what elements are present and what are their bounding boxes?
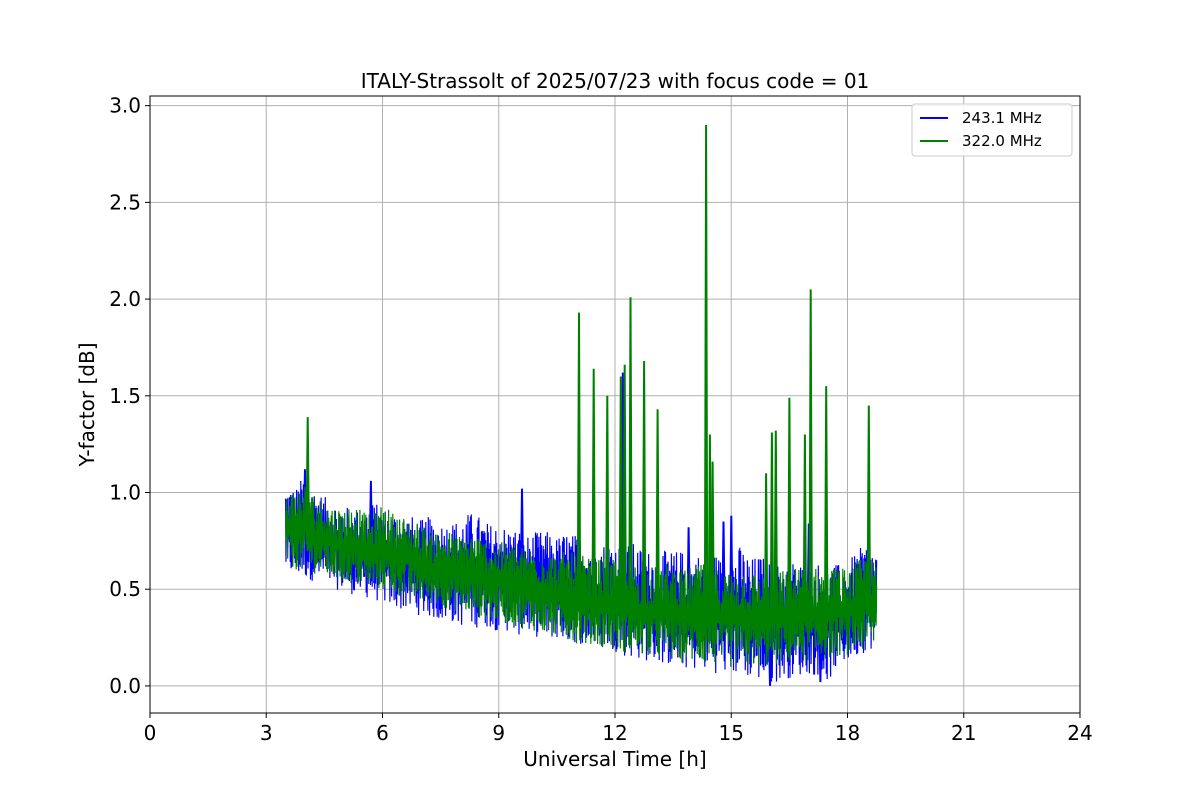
spike (622, 364, 627, 608)
spike (576, 312, 582, 600)
spike (628, 297, 633, 609)
spike (641, 360, 647, 612)
spike (710, 461, 715, 616)
legend-label: 322.0 MHz (962, 132, 1042, 150)
y-tick-label: 1.0 (109, 481, 141, 505)
spike (787, 397, 792, 617)
y-tick-label: 1.5 (109, 384, 141, 408)
spike (824, 386, 829, 615)
spike (707, 434, 713, 616)
x-tick-label: 3 (260, 721, 273, 745)
spike (769, 432, 775, 619)
ticks: 0 3 6 9 12 15 18 21 24 0.0 0.5 1.0 1.5 2.0 2.5 3.0 (109, 94, 1093, 745)
spike (703, 124, 709, 615)
x-tick-label: 18 (835, 721, 860, 745)
y-tick-label: 0.0 (109, 674, 141, 698)
spike (802, 434, 807, 615)
spike (808, 289, 813, 615)
legend-box (911, 103, 1073, 157)
y-tick-label: 3.0 (109, 94, 141, 118)
spike (591, 368, 596, 603)
spike (866, 405, 871, 604)
spike (618, 376, 623, 607)
x-tick-label: 9 (492, 721, 505, 745)
x-tick-label: 12 (602, 721, 627, 745)
x-tick-label: 21 (951, 721, 976, 745)
spike (655, 409, 660, 612)
spike (519, 488, 525, 583)
x-tick-label: 24 (1067, 721, 1092, 745)
spike (605, 395, 610, 604)
y-tick-label: 0.5 (109, 577, 141, 601)
spike (305, 417, 310, 530)
y-axis-label: Y-factor [dB] (75, 342, 99, 467)
x-tick-label: 0 (144, 721, 157, 745)
y-tick-label: 2.5 (109, 190, 141, 214)
series-line (285, 486, 878, 666)
spike (773, 430, 778, 618)
series-green (285, 124, 878, 666)
x-tick-label: 6 (376, 721, 389, 745)
legend: 243.1 MHz 322.0 MHz (911, 103, 1073, 157)
legend-label: 243.1 MHz (962, 109, 1042, 127)
x-tick-label: 15 (719, 721, 744, 745)
x-axis-label: Universal Time [h] (523, 747, 706, 771)
plot-area (285, 124, 878, 686)
y-tick-label: 2.0 (109, 287, 141, 311)
spike (764, 473, 769, 620)
chart-title: ITALY-Strassolt of 2025/07/23 with focus… (361, 69, 870, 93)
